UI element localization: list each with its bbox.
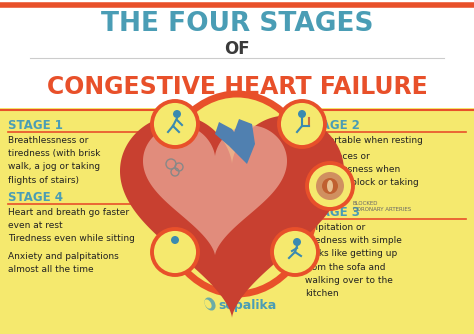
Text: Heart races or
breathlessness when
walking a block or taking
the stairs: Heart races or breathlessness when walki… xyxy=(305,152,419,201)
Circle shape xyxy=(171,236,179,244)
Text: Breathlessness or
tiredness (with brisk
walk, a jog or taking
flights of stairs): Breathlessness or tiredness (with brisk … xyxy=(8,136,100,185)
Polygon shape xyxy=(215,122,239,146)
Circle shape xyxy=(316,172,344,200)
Text: Heart and breath go faster
even at rest: Heart and breath go faster even at rest xyxy=(8,208,129,230)
Text: OF: OF xyxy=(224,40,250,58)
Text: sepalika: sepalika xyxy=(218,300,276,313)
Text: Tiredness even while sitting: Tiredness even while sitting xyxy=(8,234,135,243)
Circle shape xyxy=(279,101,325,147)
Text: Palpitation or
tiredness with simple
tasks like getting up
from the sofa and
wal: Palpitation or tiredness with simple tas… xyxy=(305,223,402,298)
Text: CONGESTIVE HEART FAILURE: CONGESTIVE HEART FAILURE xyxy=(46,75,428,99)
Circle shape xyxy=(173,110,181,118)
Ellipse shape xyxy=(204,299,211,309)
Ellipse shape xyxy=(204,298,216,311)
Text: STAGE 4: STAGE 4 xyxy=(8,191,63,204)
Polygon shape xyxy=(120,116,344,318)
Text: Comfortable when resting: Comfortable when resting xyxy=(305,136,423,145)
Text: STAGE 1: STAGE 1 xyxy=(8,119,63,132)
Text: STAGE 2: STAGE 2 xyxy=(305,119,360,132)
Circle shape xyxy=(152,229,198,275)
Text: STAGE 3: STAGE 3 xyxy=(305,206,360,219)
Text: THE FOUR STAGES: THE FOUR STAGES xyxy=(101,11,373,37)
FancyBboxPatch shape xyxy=(0,0,474,108)
Circle shape xyxy=(272,229,318,275)
Circle shape xyxy=(307,163,353,209)
Circle shape xyxy=(322,178,338,194)
Circle shape xyxy=(293,238,301,246)
Circle shape xyxy=(152,101,198,147)
Polygon shape xyxy=(229,119,255,164)
Circle shape xyxy=(298,110,306,118)
Polygon shape xyxy=(143,125,287,256)
Text: BLOCKED
CORONARY ARTERIES: BLOCKED CORONARY ARTERIES xyxy=(353,201,411,212)
Ellipse shape xyxy=(157,94,317,294)
Ellipse shape xyxy=(327,180,333,192)
Text: Anxiety and palpitations
almost all the time: Anxiety and palpitations almost all the … xyxy=(8,252,119,274)
